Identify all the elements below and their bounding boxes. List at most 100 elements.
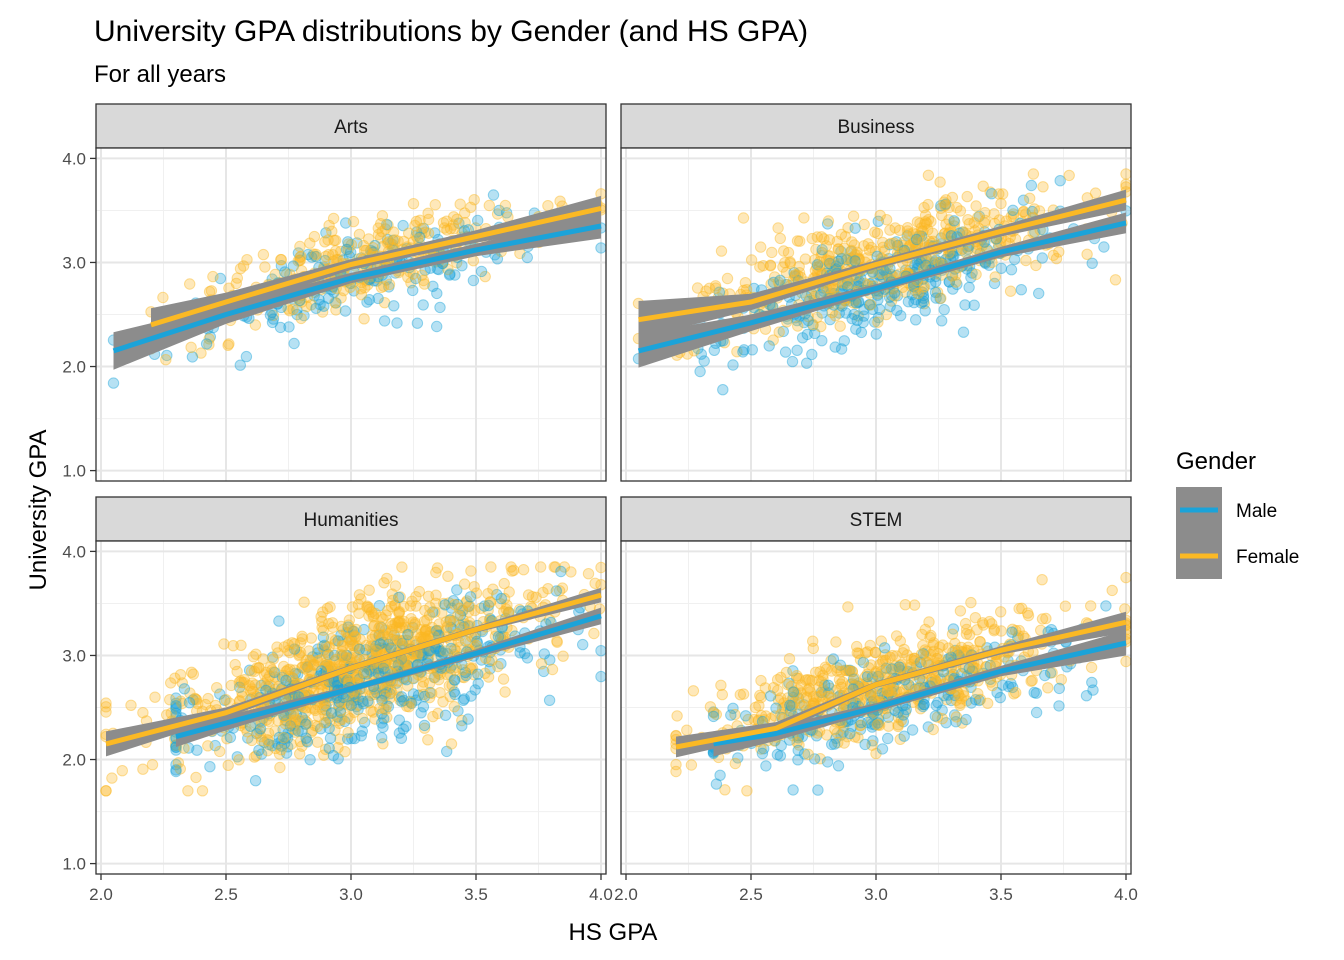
female-point <box>286 637 298 649</box>
female-point <box>1007 208 1020 220</box>
male-point <box>393 714 405 726</box>
male-point <box>492 631 505 643</box>
male-point <box>292 668 304 680</box>
female-point <box>939 199 951 211</box>
female-point <box>468 581 480 593</box>
male-point <box>312 643 324 655</box>
female-point <box>257 248 270 261</box>
female-point <box>535 561 547 573</box>
female-point <box>290 644 303 656</box>
female-point <box>375 281 388 294</box>
female-point <box>949 216 961 229</box>
female-point <box>418 722 431 734</box>
male-point <box>296 712 308 724</box>
male-point <box>345 634 358 646</box>
male-point <box>319 254 331 267</box>
female-point <box>202 740 214 752</box>
female-point <box>222 759 234 771</box>
female-point <box>815 231 828 243</box>
female-point <box>393 615 406 627</box>
female-point <box>961 190 973 203</box>
female-point <box>100 706 112 718</box>
female-point <box>342 698 355 711</box>
male-point <box>301 736 314 748</box>
female-point <box>398 658 410 670</box>
female-point <box>838 242 851 254</box>
female-point <box>446 679 458 691</box>
female-point <box>323 618 335 630</box>
female-point <box>345 239 358 251</box>
male-point <box>475 265 488 278</box>
female-point <box>943 201 955 214</box>
female-point <box>310 248 322 261</box>
male-point <box>231 751 244 763</box>
male-point <box>1087 684 1099 696</box>
female-point <box>789 269 802 281</box>
female-point <box>819 260 831 272</box>
female-point <box>263 670 276 682</box>
female-point <box>456 671 469 683</box>
male-point <box>320 227 332 239</box>
female-point <box>394 591 406 603</box>
male-point <box>467 274 480 287</box>
male-point <box>873 269 885 281</box>
male-point <box>332 635 344 647</box>
male-point <box>849 222 861 234</box>
female-point <box>409 618 421 631</box>
female-point <box>294 748 306 760</box>
male-point <box>986 188 998 200</box>
female-point <box>423 647 435 660</box>
female-point <box>1042 682 1054 694</box>
female-point <box>376 690 388 702</box>
male-point <box>483 655 495 668</box>
female-point <box>376 226 388 238</box>
male-point <box>350 700 363 713</box>
male-point <box>876 743 889 755</box>
female-point <box>1109 274 1122 286</box>
female-point <box>430 589 442 601</box>
male-point <box>453 217 465 229</box>
male-point <box>809 327 821 340</box>
female-point <box>862 238 874 250</box>
male-point <box>342 733 354 745</box>
y-tick-label: 2.0 <box>62 751 86 770</box>
female-point <box>823 255 836 267</box>
female-point <box>419 226 431 238</box>
female-point <box>299 718 311 730</box>
female-point <box>304 654 316 667</box>
female-point <box>399 621 411 634</box>
female-point <box>330 245 342 257</box>
male-point <box>349 732 361 745</box>
male-point <box>968 299 980 311</box>
female-point <box>295 250 307 263</box>
male-point <box>443 269 456 281</box>
female-point <box>508 564 520 576</box>
female-point <box>199 698 212 711</box>
male-point <box>380 686 393 699</box>
female-point <box>468 194 480 206</box>
male-point <box>852 277 864 289</box>
female-point <box>378 280 390 292</box>
female-point <box>249 319 262 331</box>
female-point <box>1030 259 1042 272</box>
male-point <box>277 723 289 736</box>
male-point <box>417 299 429 311</box>
female-point <box>872 690 884 702</box>
x-tick-label: 3.5 <box>989 885 1013 904</box>
female-point <box>259 261 271 273</box>
female-point <box>352 642 364 654</box>
female-point <box>833 258 845 270</box>
female-point <box>283 305 296 317</box>
female-point <box>376 630 388 642</box>
female-point <box>449 598 461 611</box>
male-point <box>858 310 870 322</box>
y-axis-title: University GPA <box>25 430 52 591</box>
female-point <box>842 278 854 290</box>
male-point <box>296 725 308 738</box>
male-point <box>292 247 305 259</box>
female-point <box>342 694 354 706</box>
male-point <box>872 311 885 324</box>
female-point <box>784 257 797 270</box>
female-point <box>974 635 986 648</box>
male-point <box>832 760 845 772</box>
